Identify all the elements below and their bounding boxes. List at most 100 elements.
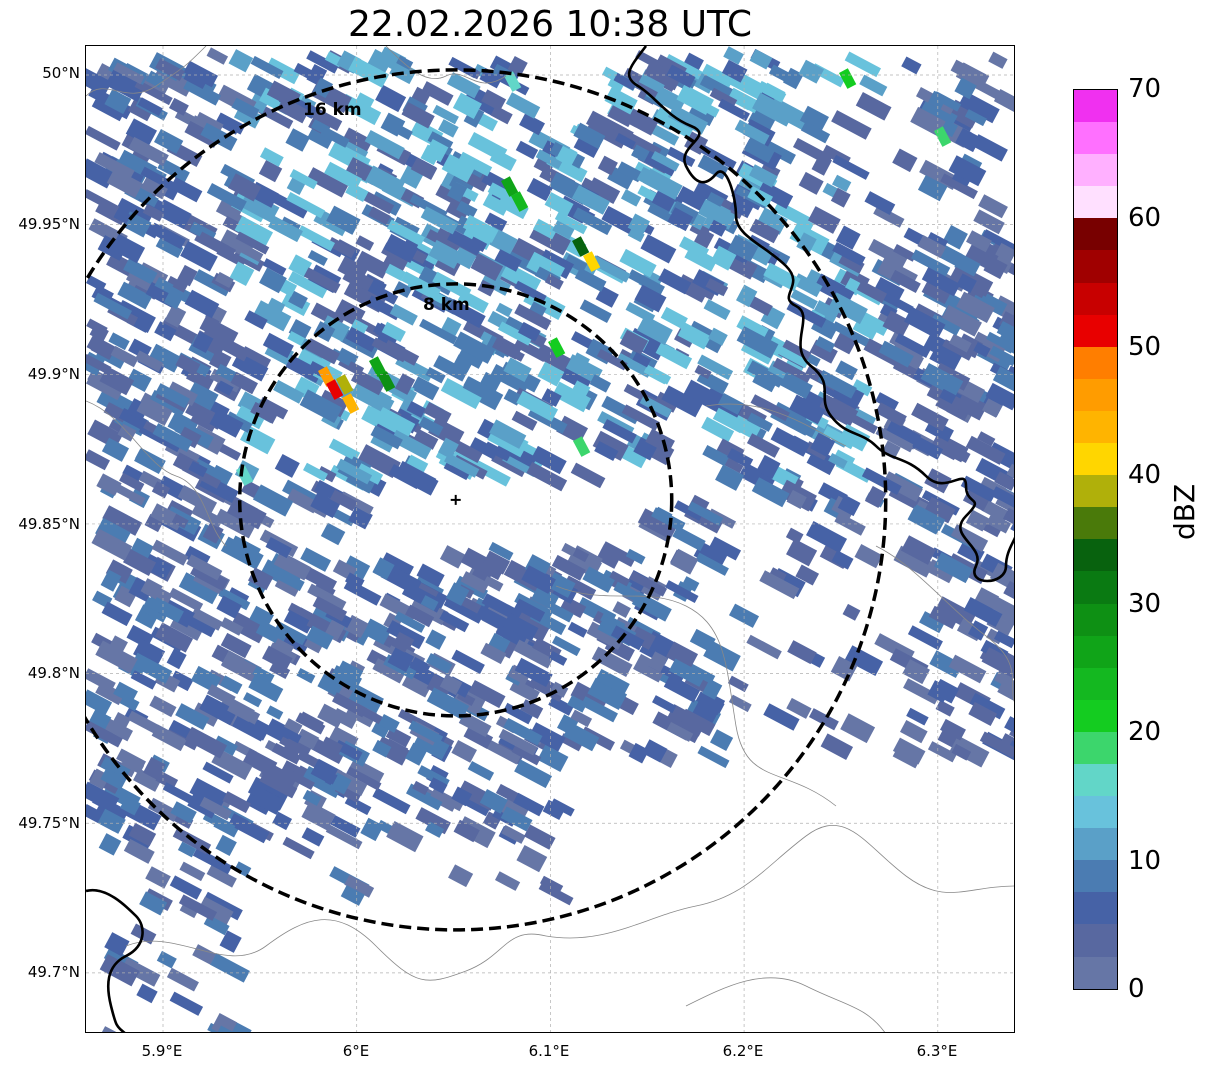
echo-cell	[859, 74, 888, 97]
echo-cell	[893, 545, 935, 578]
echo-cell	[386, 821, 424, 853]
echo-cell	[97, 808, 126, 834]
echo-cell	[875, 402, 907, 427]
echo-cell	[139, 891, 168, 916]
echo-cell	[640, 234, 677, 264]
echo-cell	[703, 299, 731, 321]
echo-cell	[667, 207, 694, 232]
echo-cell	[837, 494, 861, 517]
echo-cell	[861, 467, 902, 495]
echo-cell	[111, 482, 146, 506]
echo-cell	[102, 717, 134, 742]
echo-cell	[810, 432, 836, 458]
echo-cell	[420, 206, 459, 235]
echo-cell	[243, 692, 263, 708]
echo-cell	[954, 77, 977, 100]
echo-cell	[178, 894, 218, 921]
echo-cell	[318, 736, 343, 760]
echo-cell	[835, 360, 858, 381]
echo-cell	[927, 90, 947, 110]
echo-cell	[462, 214, 499, 243]
echo-cell	[503, 357, 532, 383]
echo-cell	[154, 321, 177, 342]
echo-cell	[756, 207, 788, 235]
colorbar-tick: 10	[1128, 846, 1162, 876]
echo-cell	[226, 712, 267, 742]
echo-cell	[239, 356, 269, 382]
echo-cell	[171, 513, 189, 529]
echo-cell	[447, 181, 468, 203]
echo-cell	[569, 352, 590, 373]
echo-cell	[320, 126, 350, 148]
colorbar-segment	[1074, 635, 1117, 668]
echo-cell	[498, 728, 538, 756]
echo-cell	[244, 310, 268, 330]
echo-cell	[259, 771, 298, 799]
echo-cell	[482, 550, 511, 575]
echo-cell	[572, 547, 590, 563]
colorbar-tick: 0	[1128, 974, 1145, 1004]
echo-cell	[177, 426, 202, 449]
echo-cell	[473, 460, 511, 487]
echo-cell	[457, 289, 489, 314]
lat-tick: 49.95°N	[18, 215, 80, 233]
echo-cell	[413, 428, 439, 450]
echo-cell	[747, 412, 773, 432]
echo-cell	[183, 69, 208, 90]
echo-cell	[969, 692, 1006, 720]
echo-cell	[156, 950, 177, 969]
echo-cell	[672, 526, 706, 552]
echo-cell	[101, 437, 130, 462]
echo-cell	[183, 78, 222, 106]
echo-cell	[666, 64, 696, 88]
echo-cell	[514, 657, 553, 688]
border-line	[86, 400, 227, 547]
echo-cell	[563, 722, 600, 752]
echo-cell	[250, 401, 278, 424]
echo-core	[573, 436, 591, 457]
echo-cell	[100, 569, 122, 592]
echo-cell	[958, 91, 1000, 124]
echo-cell	[439, 610, 470, 633]
country-border	[627, 46, 1014, 583]
echo-cell	[751, 477, 790, 508]
echo-cell	[166, 381, 198, 407]
echo-cell	[374, 406, 416, 440]
echo-cell	[721, 59, 748, 83]
echo-cell	[702, 444, 730, 467]
echo-cell	[421, 81, 454, 106]
echo-cell	[469, 437, 499, 460]
radar-map[interactable]	[85, 45, 1015, 1033]
echo-cell	[101, 601, 133, 627]
echo-cell	[948, 155, 987, 187]
echo-cell	[265, 536, 292, 559]
echo-cell	[178, 572, 220, 605]
echo-cell	[537, 744, 569, 772]
echo-cell	[86, 668, 116, 693]
echo-cell	[550, 681, 569, 698]
colorbar-segment	[1074, 860, 1117, 893]
echo-cell	[582, 566, 615, 593]
echo-cell	[494, 871, 521, 891]
echo-cell	[310, 492, 341, 519]
echo-cell	[381, 321, 406, 343]
echo-cell	[439, 674, 463, 696]
echo-cell	[830, 656, 858, 682]
echo-cell	[215, 113, 242, 135]
echo-cell	[420, 144, 441, 166]
echo-cell	[452, 246, 477, 270]
echo-cell	[357, 444, 401, 479]
echo-cell	[800, 121, 831, 144]
echo-cell	[701, 63, 734, 88]
echo-cell	[140, 177, 168, 200]
echo-cell	[1002, 507, 1014, 526]
colorbar-segment	[1074, 250, 1117, 283]
echo-cell	[678, 236, 710, 260]
echo-cell	[467, 761, 495, 781]
echo-cell	[215, 199, 242, 222]
echo-cell	[344, 874, 375, 898]
echo-cell	[968, 701, 998, 726]
echo-cell	[221, 338, 254, 364]
echo-cell	[206, 47, 229, 65]
echo-cell	[296, 667, 316, 684]
